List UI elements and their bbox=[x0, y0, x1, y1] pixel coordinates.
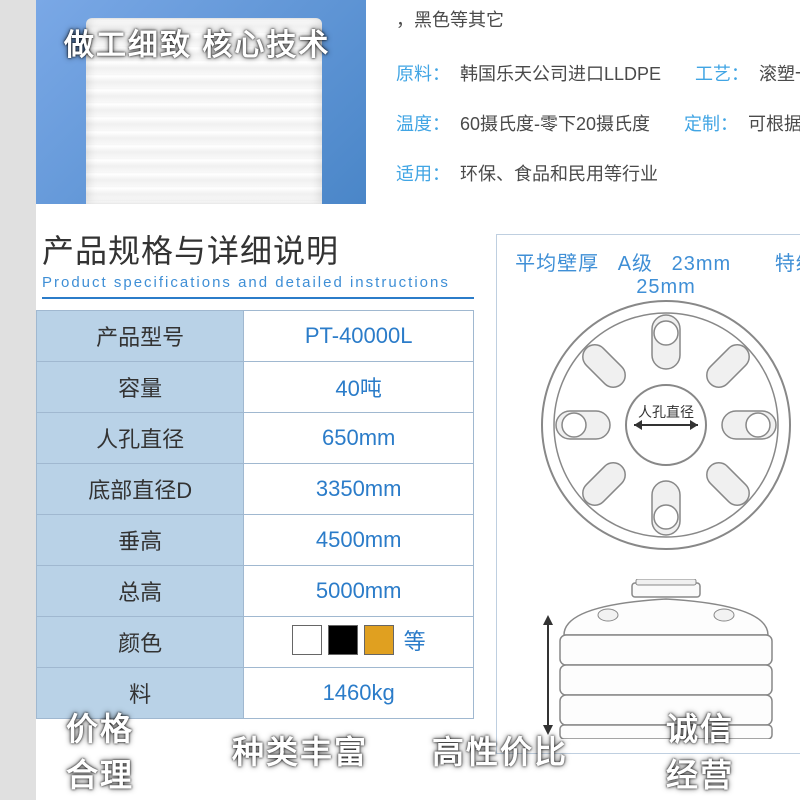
thickness-a-label: A级 bbox=[618, 253, 653, 275]
spec-value: 40吨 bbox=[244, 362, 474, 413]
height-arrow bbox=[541, 615, 555, 735]
spec-label: 总高 bbox=[37, 566, 244, 617]
spec-label: 人孔直径 bbox=[37, 413, 244, 464]
spec-label: 底部直径D bbox=[37, 464, 244, 515]
thickness-prefix: 平均壁厚 bbox=[515, 253, 599, 275]
attr-apply-label: 适用： bbox=[396, 160, 450, 186]
tank-image bbox=[86, 18, 322, 204]
table-row: 人孔直径650mm bbox=[37, 413, 474, 464]
spec-label: 料 bbox=[37, 668, 244, 719]
color-swatch bbox=[328, 625, 358, 655]
spec-label: 垂高 bbox=[37, 515, 244, 566]
spec-value: 650mm bbox=[244, 413, 474, 464]
attr-temp-value: 60摄氏度-零下20摄氏度 bbox=[460, 110, 650, 136]
product-photo bbox=[36, 0, 366, 204]
diagram-header: 平均壁厚 A级 23mm 特级 25mm bbox=[497, 235, 800, 299]
table-row: 总高5000mm bbox=[37, 566, 474, 617]
spec-value: 等 bbox=[244, 617, 474, 668]
color-swatch bbox=[292, 625, 322, 655]
spec-table: 产品型号PT-40000L容量40吨人孔直径650mm底部直径D3350mm垂高… bbox=[36, 310, 474, 719]
spec-label: 容量 bbox=[37, 362, 244, 413]
top-view-diagram: 人孔直径 bbox=[538, 297, 794, 553]
spec-label: 产品型号 bbox=[37, 311, 244, 362]
color-swatch bbox=[364, 625, 394, 655]
spec-value: PT-40000L bbox=[244, 311, 474, 362]
thickness-t-label: 特级 bbox=[775, 253, 800, 275]
attr-process-value: 滚塑一次成型，无缝无焊 bbox=[759, 60, 800, 86]
spec-value: 1460kg bbox=[244, 668, 474, 719]
attr-color-suffix: ，黑色等其它 bbox=[396, 6, 504, 32]
section-title-en: Product specifications and detailed inst… bbox=[42, 274, 474, 299]
thickness-t-value: 25mm bbox=[636, 276, 696, 298]
spec-value: 4500mm bbox=[244, 515, 474, 566]
table-row: 容量40吨 bbox=[37, 362, 474, 413]
diagram-panel: 平均壁厚 A级 23mm 特级 25mm bbox=[496, 234, 800, 754]
product-page: ，黑色等其它 原料： 韩国乐天公司进口LLDPE 工艺： 滚塑一次成型，无缝无焊… bbox=[36, 0, 800, 800]
color-etc: 等 bbox=[404, 624, 426, 656]
spec-label: 颜色 bbox=[37, 617, 244, 668]
attr-apply-value: 环保、食品和民用等行业 bbox=[460, 160, 658, 186]
side-view-diagram bbox=[536, 579, 796, 739]
attr-custom-value: 可根据客户需求量身定制 bbox=[748, 110, 800, 136]
attr-temp-label: 温度： bbox=[396, 110, 450, 136]
table-row: 颜色 等 bbox=[37, 617, 474, 668]
spec-value: 5000mm bbox=[244, 566, 474, 617]
color-swatches: 等 bbox=[292, 624, 426, 656]
section-title: 产品规格与详细说明 Product specifications and det… bbox=[36, 226, 476, 299]
attr-custom-label: 定制： bbox=[684, 110, 738, 136]
spec-value: 3350mm bbox=[244, 464, 474, 515]
section-title-cn: 产品规格与详细说明 bbox=[42, 226, 476, 272]
table-row: 产品型号PT-40000L bbox=[37, 311, 474, 362]
table-row: 底部直径D3350mm bbox=[37, 464, 474, 515]
table-row: 料1460kg bbox=[37, 668, 474, 719]
manhole-label: 人孔直径 bbox=[638, 404, 694, 420]
attr-material-label: 原料： bbox=[396, 60, 450, 86]
table-row: 垂高4500mm bbox=[37, 515, 474, 566]
product-attributes: ，黑色等其它 原料： 韩国乐天公司进口LLDPE 工艺： 滚塑一次成型，无缝无焊… bbox=[396, 0, 800, 210]
attr-process-label: 工艺： bbox=[695, 60, 749, 86]
attr-material-value: 韩国乐天公司进口LLDPE bbox=[460, 60, 661, 86]
thickness-a-value: 23mm bbox=[672, 253, 732, 275]
